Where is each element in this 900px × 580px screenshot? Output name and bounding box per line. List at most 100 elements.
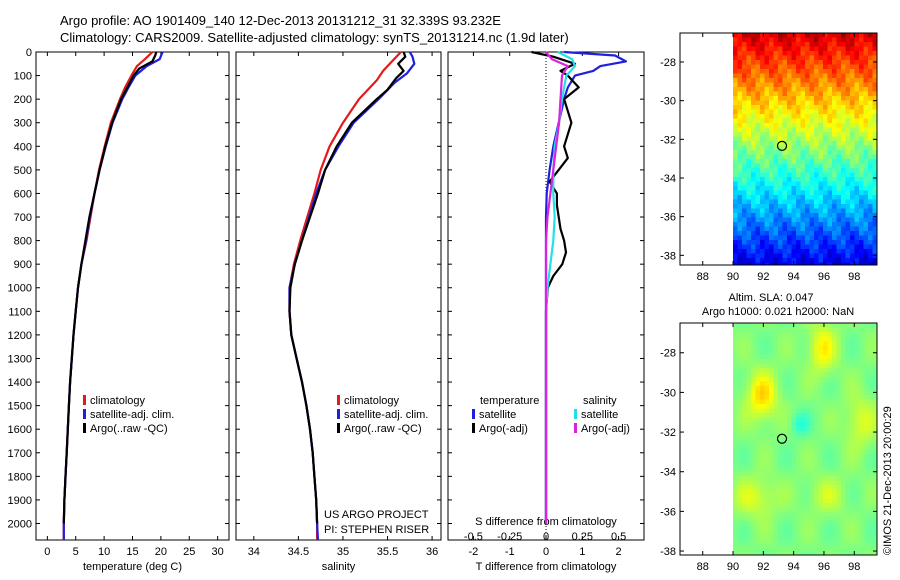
heatmap-cell bbox=[845, 507, 851, 513]
heatmap-cell bbox=[859, 467, 864, 472]
heatmap-cell bbox=[778, 390, 783, 396]
heatmap-cell bbox=[845, 462, 851, 468]
heatmap-cell bbox=[863, 73, 869, 79]
heatmap-cell bbox=[827, 69, 833, 74]
heatmap-cell bbox=[782, 60, 788, 65]
heatmap-cell bbox=[859, 494, 864, 499]
heatmap-cell bbox=[872, 354, 878, 360]
heatmap-cell bbox=[827, 426, 833, 432]
heatmap-cell bbox=[841, 199, 846, 205]
heatmap-cell bbox=[742, 458, 747, 463]
heatmap-cell bbox=[746, 51, 752, 56]
heatmap-cell bbox=[814, 368, 819, 373]
heatmap-cell bbox=[742, 372, 747, 378]
plot-frame bbox=[235, 51, 442, 541]
heatmap-cell bbox=[751, 390, 756, 396]
heatmap-cell bbox=[805, 136, 810, 142]
heatmap-cell bbox=[755, 244, 761, 250]
heatmap-cell bbox=[868, 141, 873, 146]
heatmap-cell bbox=[791, 240, 797, 245]
y-tick-label: 700 bbox=[14, 212, 32, 224]
heatmap-cell bbox=[872, 145, 878, 151]
heatmap-cell bbox=[782, 217, 788, 223]
heatmap-cell bbox=[737, 350, 743, 355]
heatmap-cell bbox=[737, 336, 743, 342]
heatmap-cell bbox=[800, 363, 806, 369]
heatmap-cell bbox=[746, 136, 752, 142]
heatmap-cell bbox=[778, 118, 783, 124]
heatmap-cell bbox=[764, 244, 770, 250]
heatmap-cell bbox=[791, 422, 797, 427]
heatmap-cell bbox=[836, 494, 842, 499]
heatmap-cell bbox=[854, 213, 860, 218]
heatmap-cell bbox=[773, 453, 779, 459]
heatmap-cell bbox=[854, 552, 860, 556]
heatmap-cell bbox=[832, 489, 837, 495]
heatmap-cell bbox=[863, 471, 869, 477]
heatmap-cell bbox=[787, 249, 792, 254]
heatmap-cell bbox=[823, 323, 828, 328]
heatmap-cell bbox=[868, 258, 873, 263]
heatmap-cell bbox=[836, 476, 842, 481]
heatmap-cell bbox=[755, 168, 761, 173]
heatmap-cell bbox=[800, 521, 806, 526]
heatmap-cell bbox=[809, 372, 815, 378]
heatmap-cell bbox=[854, 548, 860, 553]
heatmap-cell bbox=[818, 96, 824, 101]
heatmap-cell bbox=[854, 543, 860, 549]
heatmap-cell bbox=[746, 494, 752, 499]
heatmap-cell bbox=[742, 118, 747, 124]
heatmap-cell bbox=[841, 91, 846, 97]
heatmap-cell bbox=[773, 91, 779, 97]
heatmap-cell bbox=[746, 213, 752, 218]
y-tick-label: 1600 bbox=[8, 424, 32, 436]
heatmap-cell bbox=[791, 96, 797, 101]
heatmap-cell bbox=[823, 431, 828, 436]
heatmap-cell bbox=[823, 359, 828, 364]
heatmap-cell bbox=[868, 154, 873, 160]
heatmap-cell bbox=[809, 136, 815, 142]
heatmap-cell bbox=[751, 350, 756, 355]
heatmap-cell bbox=[854, 323, 860, 328]
heatmap-cell bbox=[733, 489, 738, 495]
heatmap-cell bbox=[787, 114, 792, 119]
heatmap-cell bbox=[800, 235, 806, 241]
heatmap-cell bbox=[769, 33, 774, 38]
heatmap-cell bbox=[800, 507, 806, 513]
heatmap-cell bbox=[787, 37, 792, 43]
heatmap-cell bbox=[733, 100, 738, 106]
heatmap-cell bbox=[832, 332, 837, 337]
heatmap-cell bbox=[751, 87, 756, 92]
heatmap-cell bbox=[737, 332, 743, 337]
heatmap-cell bbox=[746, 82, 752, 88]
heatmap-cell bbox=[746, 118, 752, 124]
heatmap-cell bbox=[782, 480, 788, 486]
heatmap-cell bbox=[845, 449, 851, 454]
heatmap-cell bbox=[854, 462, 860, 468]
heatmap-cell bbox=[818, 177, 824, 182]
heatmap-cell bbox=[742, 489, 747, 495]
heatmap-cell bbox=[863, 440, 869, 445]
heatmap-cell bbox=[800, 222, 806, 227]
heatmap-cell bbox=[859, 422, 864, 427]
heatmap-cell bbox=[809, 494, 815, 499]
heatmap-cell bbox=[827, 417, 833, 423]
heatmap-cell bbox=[760, 100, 765, 106]
heatmap-cell bbox=[769, 462, 774, 468]
heatmap-cell bbox=[782, 444, 788, 450]
heatmap-cell bbox=[787, 327, 792, 333]
heatmap-cell bbox=[773, 323, 779, 328]
heatmap-cell bbox=[751, 231, 756, 236]
heatmap-cell bbox=[809, 195, 815, 200]
heatmap-cell bbox=[796, 186, 801, 191]
heatmap-cell bbox=[755, 431, 761, 436]
heatmap-cell bbox=[859, 552, 864, 556]
heatmap-cell bbox=[850, 462, 855, 468]
heatmap-cell bbox=[773, 368, 779, 373]
heatmap-cell bbox=[868, 69, 873, 74]
heatmap-cell bbox=[854, 539, 860, 544]
heatmap-cell bbox=[733, 399, 738, 405]
heatmap-cell bbox=[769, 46, 774, 52]
heatmap-cell bbox=[836, 240, 842, 245]
heatmap-cell bbox=[791, 91, 797, 97]
